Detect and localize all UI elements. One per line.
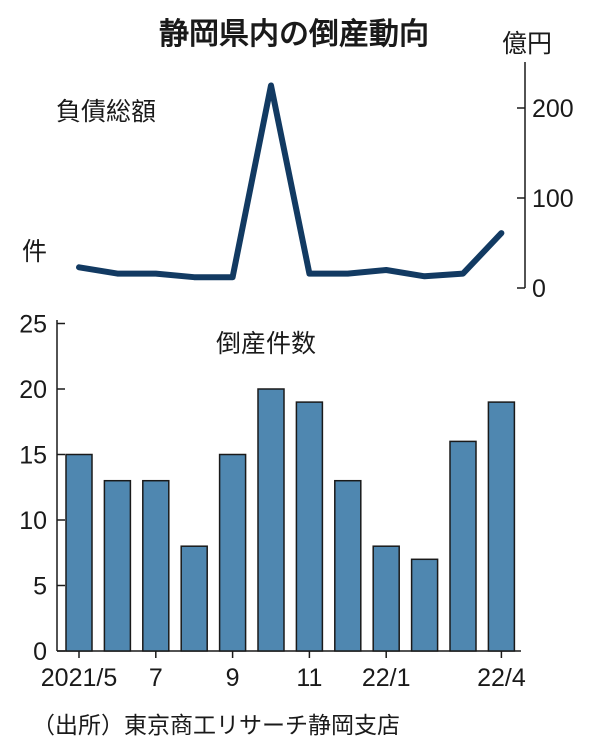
debt-y-tick-label: 200 (532, 95, 574, 123)
count-bar (410, 558, 439, 652)
count-x-tick-label: 2021/5 (41, 664, 117, 692)
count-y-ticks: 0 5 10 15 20 25 (19, 311, 65, 666)
count-x-tick-label: 11 (296, 664, 322, 692)
debt-y-tick-label: 100 (532, 185, 574, 213)
count-y-tick-label: 10 (19, 507, 47, 535)
count-bar (487, 401, 516, 652)
count-bar (103, 479, 132, 652)
count-x-tick-label: 22/4 (477, 664, 526, 692)
debt-y-tick-label: 0 (532, 275, 546, 303)
count-unit-label: 件 (22, 237, 47, 266)
count-bar (180, 545, 208, 652)
debt-series-label: 負債総額 (56, 97, 156, 126)
count-bar (449, 440, 477, 652)
source-note: （出所）東京商工リサーチ静岡支店 (32, 713, 400, 739)
count-bar (295, 401, 324, 652)
count-bar (65, 453, 93, 652)
count-bars (65, 388, 516, 652)
debt-y-ticks: 0 100 200 (517, 95, 574, 303)
count-y-tick-label: 5 (33, 573, 47, 601)
count-series-label: 倒産件数 (216, 329, 316, 358)
count-y-tick-label: 15 (19, 442, 47, 470)
count-x-tick-label: 7 (149, 664, 163, 692)
debt-line (76, 82, 505, 281)
count-bar (218, 453, 247, 652)
count-x-tick-label: 9 (226, 664, 240, 692)
count-bar (142, 479, 170, 652)
count-bar (334, 479, 362, 652)
count-y-tick-label: 25 (19, 311, 47, 339)
count-x-tick-label: 22/1 (362, 664, 411, 692)
count-y-tick-label: 0 (33, 638, 47, 666)
count-bar (257, 388, 285, 652)
debt-unit-label: 億円 (502, 29, 552, 58)
count-x-ticks: 2021/5 7 9 11 22/1 22/4 (41, 651, 526, 692)
count-bar (372, 545, 400, 652)
count-y-tick-label: 20 (19, 376, 47, 404)
chart-title: 静岡県内の倒産動向 (159, 17, 429, 52)
